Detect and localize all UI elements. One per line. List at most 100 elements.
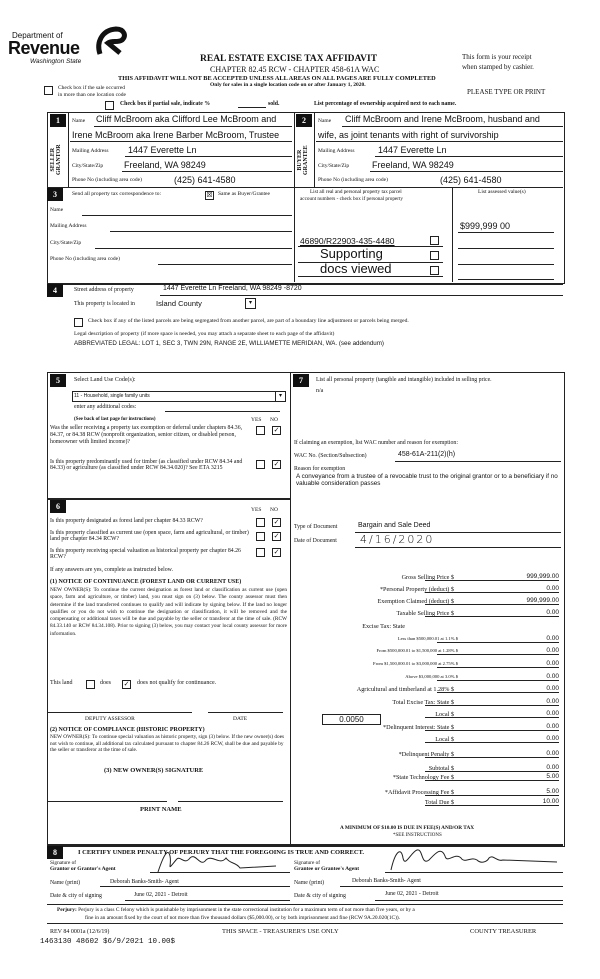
timber-yes-checkbox[interactable] xyxy=(256,460,265,469)
fee-value[interactable]: 0.00 xyxy=(437,660,559,668)
fee-value[interactable]: 0.00 xyxy=(425,764,559,772)
assessed-value-1[interactable]: $999,999 00 xyxy=(460,221,511,231)
new-owner-signature-field[interactable] xyxy=(47,801,167,802)
parcel-number-1[interactable]: 46890/R22903-435-4480 xyxy=(300,236,395,246)
assessor-date-field[interactable] xyxy=(208,712,283,713)
fee-value[interactable]: 5.00 xyxy=(425,788,559,796)
grantor-signature[interactable] xyxy=(150,846,280,876)
fee-value[interactable]: 0.00 xyxy=(425,609,559,617)
qualifies-checkbox[interactable] xyxy=(86,680,95,689)
seller-phone[interactable]: (425) 641-4580 xyxy=(174,175,236,185)
grantor-name[interactable]: Deborah Banks-Smith- Agent xyxy=(110,879,179,885)
historical-yes-checkbox[interactable] xyxy=(256,548,265,557)
tax-name-field[interactable] xyxy=(82,215,292,216)
document-date-label: Date of Document xyxy=(294,538,337,544)
tax-city-field[interactable] xyxy=(95,248,292,249)
fee-value[interactable]: 10.00 xyxy=(425,798,559,806)
current-use-yes-checkbox[interactable] xyxy=(256,532,265,541)
only-for-text: Only for sales in a single location code… xyxy=(210,82,366,88)
does-label: does xyxy=(100,680,111,686)
local-rate-box[interactable]: 0.0050 xyxy=(322,714,381,725)
seller-exemption-no-checkbox[interactable]: ✓ xyxy=(272,426,281,435)
grantee-signature[interactable] xyxy=(385,842,560,874)
forest-land-yes-checkbox[interactable] xyxy=(256,518,265,527)
county-select[interactable]: Island County xyxy=(156,299,202,308)
divider xyxy=(47,923,563,924)
field-line xyxy=(458,232,554,233)
fee-value[interactable]: 0.00 xyxy=(425,735,559,743)
fee-label: Subtotal $ xyxy=(428,765,454,772)
current-use-question: Is this property classified as current u… xyxy=(50,530,249,542)
legal-description[interactable]: ABBREVIATED LEGAL: LOT 1, SEC 3, TWN 29N… xyxy=(74,340,384,347)
fee-value[interactable]: 0.00 xyxy=(425,710,559,718)
seller-name-line-2[interactable]: Irene McBroom aka Irene Barber McBroom, … xyxy=(72,130,280,140)
partial-pct-field[interactable] xyxy=(238,107,266,108)
buyer-city[interactable]: Freeland, WA 98249 xyxy=(372,160,454,170)
see-back-text: (See back of last page for instructions) xyxy=(74,417,156,422)
personal-property-value[interactable]: n/a xyxy=(316,388,324,394)
fee-value[interactable]: 0.00 xyxy=(437,673,559,681)
grantee-date-city[interactable]: June 02, 2021 - Detroit xyxy=(385,891,439,897)
fee-value[interactable]: 0.00 xyxy=(437,635,559,643)
fee-value[interactable]: 0.00 xyxy=(437,685,559,693)
grantor-date-city[interactable]: June 02, 2021 - Detroit xyxy=(134,892,188,898)
segregated-checkbox[interactable] xyxy=(74,318,83,327)
field-line xyxy=(375,900,563,901)
forest-land-no-checkbox[interactable]: ✓ xyxy=(272,518,281,527)
fee-value[interactable]: 0.00 xyxy=(425,723,559,731)
additional-codes-field[interactable] xyxy=(165,411,280,412)
perjury-label: Perjury: xyxy=(57,907,77,913)
fee-value[interactable]: 5.00 xyxy=(425,773,559,781)
county-dropdown-icon[interactable]: ▾ xyxy=(245,298,256,309)
parcel-header-1: List all real and personal property tax … xyxy=(310,189,402,195)
buyer-city-label: City/State/Zip xyxy=(318,163,350,169)
list-pct-label: List percentage of ownership acquired ne… xyxy=(314,101,457,107)
land-use-select[interactable]: 11 - Household, single family units ▾ xyxy=(72,391,286,402)
fee-label: From $500,000.01 to $1,500,000 at 1.28% … xyxy=(376,648,458,653)
tax-mailing-field[interactable] xyxy=(110,231,292,232)
document-date[interactable]: 4/16/2020 xyxy=(360,533,435,546)
field-line xyxy=(316,141,563,142)
same-as-buyer-checkbox[interactable]: ☒ xyxy=(205,191,214,200)
fee-value[interactable]: 0.00 xyxy=(437,647,559,655)
grantee-name[interactable]: Deborah Banks-Smith- Agent xyxy=(352,878,421,884)
buyer-name-line-2[interactable]: wife, as joint tenants with right of sur… xyxy=(318,130,499,140)
wac-number[interactable]: 458-61A-211(2)(h) xyxy=(398,451,456,458)
land-use-dropdown-icon[interactable]: ▾ xyxy=(275,392,285,401)
divider xyxy=(290,372,291,845)
new-owner-print-field[interactable] xyxy=(178,801,283,802)
field-line xyxy=(340,886,563,887)
does-not-qualify-checkbox[interactable]: ✓ xyxy=(122,680,131,689)
document-type[interactable]: Bargain and Sale Deed xyxy=(358,522,431,529)
fee-value[interactable]: 0.00 xyxy=(425,585,559,593)
buyer-name-line-1[interactable]: Cliff McBroom and Irene McBroom, husband… xyxy=(345,114,540,124)
seller-city[interactable]: Freeland, WA 98249 xyxy=(124,160,206,170)
current-use-no-checkbox[interactable]: ✓ xyxy=(272,532,281,541)
exemption-reason[interactable]: A conveyance from a trustee of a revocab… xyxy=(296,473,558,487)
assessed-header: List assessed value(s) xyxy=(478,189,526,195)
seller-exemption-yes-checkbox[interactable] xyxy=(256,426,265,435)
historical-question: Is this property receiving special valua… xyxy=(50,548,241,560)
buyer-mailing[interactable]: 1447 Everette Ln xyxy=(378,145,447,155)
fee-value[interactable]: 0.00 xyxy=(425,750,559,758)
personal-property-checkbox-1[interactable] xyxy=(430,236,439,245)
grantor-signature-label-1: Signature of xyxy=(50,860,77,866)
street-address[interactable]: 1447 Everette Ln Freeland, WA 98249 -872… xyxy=(163,285,302,292)
grantee-signature-label-2: Grantee or Grantee's Agent xyxy=(294,866,360,872)
timber-no-checkbox[interactable]: ✓ xyxy=(272,460,281,469)
historical-no-checkbox[interactable]: ✓ xyxy=(272,548,281,557)
tax-phone-field[interactable] xyxy=(158,264,292,265)
field-line xyxy=(458,279,554,280)
fee-label: *Affidavit Processing Fee $ xyxy=(384,789,454,796)
seller-name-line-1[interactable]: Cliff McBroom aka Clifford Lee McBroom a… xyxy=(96,114,277,124)
deputy-assessor-field[interactable] xyxy=(47,712,192,713)
fee-value[interactable]: 999,999.00 xyxy=(425,573,559,581)
partial-sale-checkbox[interactable] xyxy=(105,101,114,110)
personal-property-checkbox-3[interactable] xyxy=(430,266,439,275)
multi-location-checkbox[interactable] xyxy=(44,86,53,95)
personal-property-checkbox-2[interactable] xyxy=(430,251,439,260)
fee-value[interactable]: 999,999.00 xyxy=(425,597,559,605)
fee-value[interactable]: 0.00 xyxy=(425,698,559,706)
buyer-phone[interactable]: (425) 641-4580 xyxy=(440,175,502,185)
seller-mailing[interactable]: 1447 Everette Ln xyxy=(128,145,197,155)
